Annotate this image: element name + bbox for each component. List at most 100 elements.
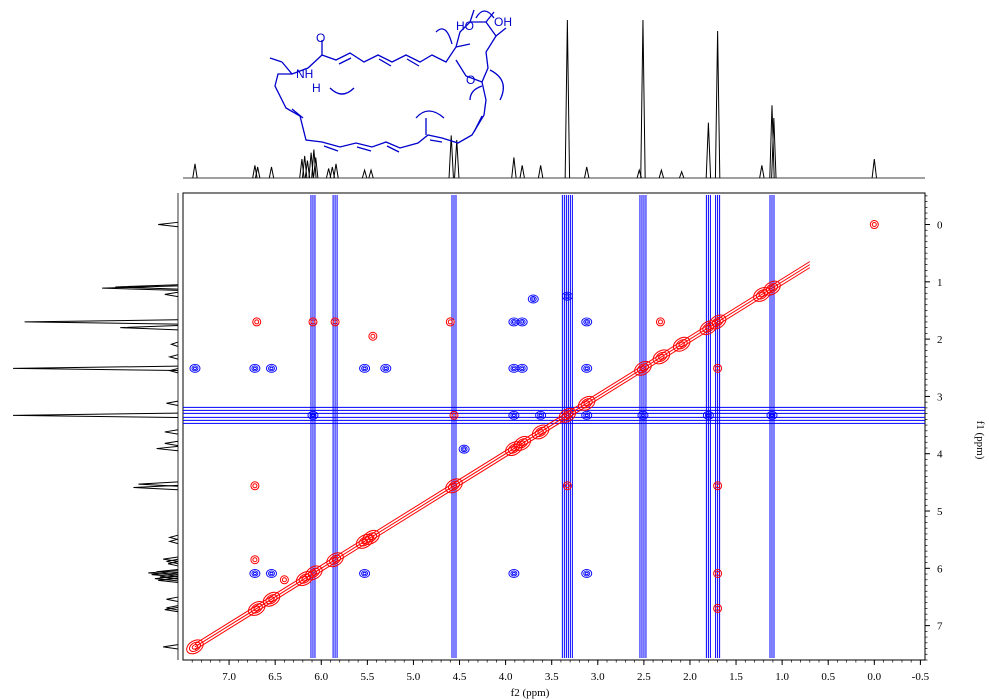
molecule-labels: NH H O HO OH O [296, 15, 512, 95]
top-projection-peak [584, 166, 590, 179]
blue-contour-ring [516, 317, 528, 327]
diagonal-contour-ring [186, 639, 204, 655]
blue-cross-peak [359, 363, 371, 373]
diagonal-contour-ring [450, 482, 458, 489]
diagonal-contour-ring [655, 351, 668, 363]
blue-contour-ring [529, 296, 537, 302]
red-contour-ring [254, 319, 260, 325]
x-tick-label: 1.5 [729, 671, 743, 683]
red-contour-ring [564, 483, 570, 489]
blue-contour-ring [380, 363, 392, 373]
diagonal-contour-ring [191, 643, 199, 650]
diagonal-contour-ring [262, 591, 281, 607]
red-cross-peak [279, 575, 289, 585]
blue-contour-ring [535, 410, 547, 420]
red-contour-ring [310, 319, 316, 325]
blue-contour-ring [581, 410, 593, 420]
diagonal-peak [763, 280, 781, 296]
diagonal-contour-ring [358, 536, 371, 547]
diagonal-contour-ring [365, 532, 378, 543]
blue-contour-ring [584, 366, 589, 370]
x-tick-label: 3.0 [591, 671, 605, 683]
blue-contour-ring [511, 571, 516, 576]
red-contour-ring [715, 605, 721, 611]
blue-contour-ring [311, 413, 315, 417]
blue-contour-ring [462, 447, 467, 451]
y-tick-label: 2 [937, 334, 943, 346]
red-contour-ring [370, 333, 376, 339]
blue-contour-ring [511, 366, 516, 370]
red-cross-peak [308, 317, 318, 327]
left-projection-peak [154, 575, 179, 582]
red-contour-ring [562, 481, 572, 491]
blue-cross-peak [527, 294, 539, 304]
left-projection-peak [164, 429, 179, 435]
blue-contour-ring [361, 570, 369, 577]
left-projection-peak [166, 400, 179, 406]
blue-contour-ring [382, 365, 390, 372]
top-projection-peak [759, 165, 765, 179]
diagonal-contour-ring [639, 365, 647, 372]
top-projection-peak [771, 117, 777, 179]
blue-contour-ring [639, 412, 647, 419]
blue-cross-peak [508, 410, 520, 420]
blue-contour-ring [460, 446, 468, 453]
diagonal-contour-ring [652, 349, 671, 365]
diagonal-contour-ring [564, 412, 571, 419]
x-tick-label: 4.5 [453, 671, 467, 683]
hbond-wedges [455, 9, 495, 83]
left-1d-projection [12, 193, 179, 660]
blue-contour-ring [359, 569, 371, 578]
blue-cross-peak [702, 410, 714, 420]
blue-contour-ring [640, 413, 645, 417]
blue-contour-ring [251, 570, 259, 577]
blue-contour-ring [581, 569, 593, 578]
blue-contour-ring [269, 366, 274, 370]
red-cross-peak [713, 603, 723, 613]
diagonal-contour-ring [558, 407, 577, 423]
blue-contour-ring [251, 365, 259, 372]
red-contour-ring [871, 222, 877, 228]
left-projection-peak [138, 481, 179, 487]
x-tick-label: 4.0 [499, 671, 513, 683]
blue-contour-ring [362, 571, 367, 576]
left-projection-peak [159, 574, 179, 580]
blue-contour-ring [520, 366, 525, 370]
blue-contour-ring [537, 412, 545, 419]
diagonal-contour-ring [507, 443, 520, 454]
blue-contour-ring [538, 413, 543, 417]
label-ho: HO [456, 19, 474, 33]
left-projection-peak [148, 570, 179, 576]
red-cross-peak [713, 481, 723, 491]
blue-contour-ring [383, 366, 388, 370]
blue-contour-ring [193, 366, 197, 370]
blue-contour-ring [563, 293, 571, 300]
diagonal-peak [505, 441, 523, 457]
diagonal-contour-ring [768, 285, 776, 291]
diagonal-contour-ring [534, 426, 547, 438]
correlation-arrows [329, 10, 504, 119]
blue-contour-ring [581, 317, 593, 327]
diagonal-contour-ring [531, 424, 550, 440]
diagonal-contour-ring [310, 570, 318, 576]
diagonal-contour-line [194, 267, 811, 651]
diagonal-contour-ring [708, 314, 727, 330]
diagonal-contour-ring [516, 438, 529, 449]
blue-cross-peak [561, 291, 573, 301]
red-contour-ring [308, 317, 318, 327]
left-projection-peak [102, 285, 179, 291]
blue-cross-peak [458, 444, 470, 454]
red-contour-ring [713, 481, 723, 491]
top-projection-peak [678, 170, 685, 179]
x-tick-label: 2.0 [683, 671, 697, 683]
top-projection-peak [313, 157, 319, 179]
left-projection-peak [133, 484, 179, 491]
blue-contour-ring [770, 413, 774, 417]
red-cross-peak [655, 317, 665, 327]
diagonal-contour-ring [634, 360, 652, 376]
diagonal-contour-ring [636, 363, 649, 374]
diagonal-peak [247, 600, 266, 616]
blue-cross-peak [359, 569, 371, 578]
red-cross-peak-layer [250, 220, 879, 613]
left-projection-peak [156, 445, 179, 452]
